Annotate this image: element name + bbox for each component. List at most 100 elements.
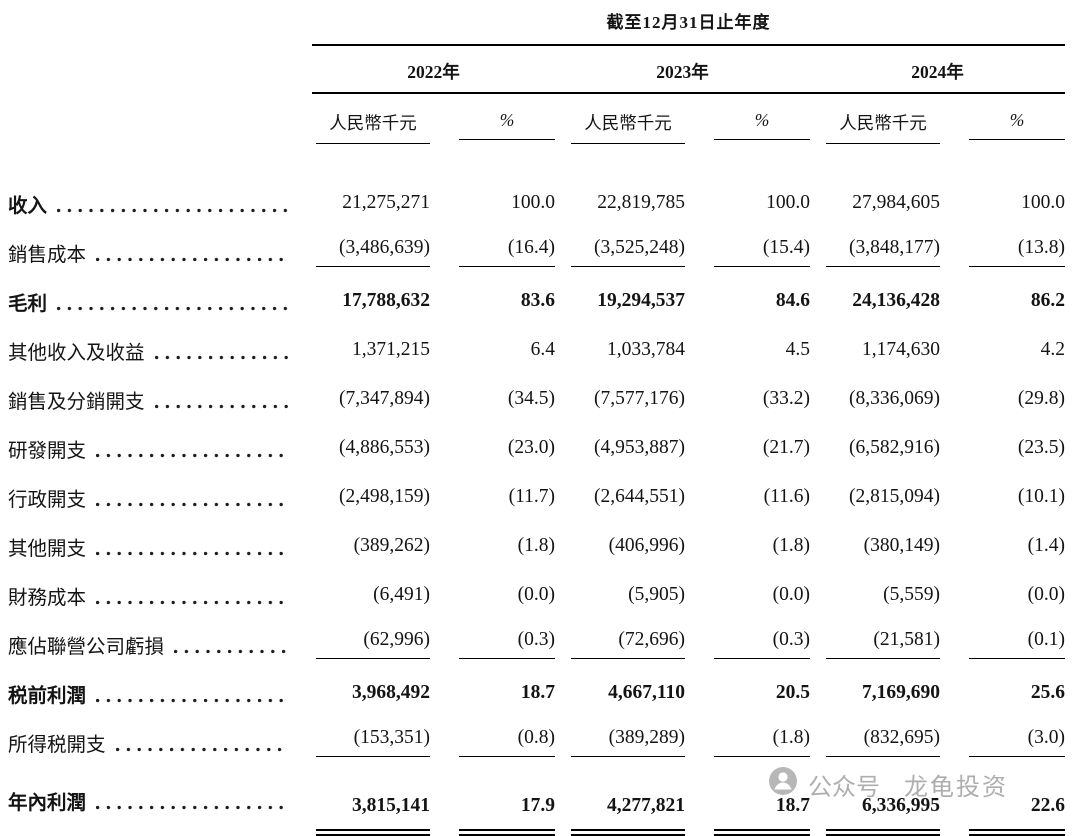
table-row: 所得税開支 (153,351) (0.8) (389,289) (1.8) (8…	[0, 717, 1080, 766]
percent-cell-2024: (1.4)	[940, 535, 1065, 557]
amount-2023: (4,953,887)	[594, 436, 685, 458]
column-subheader-row: 人民幣千元 % 人民幣千元 % 人民幣千元 %	[0, 110, 1080, 144]
amount-2024: 1,174,630	[862, 338, 940, 360]
row-label: 財務成本	[8, 587, 87, 609]
amount-cell-2022: (62,996)	[312, 629, 430, 659]
percent-cell-2022: (0.8)	[430, 727, 555, 757]
percent-cell-2023: (0.3)	[685, 629, 810, 659]
amount-2023: (3,525,248)	[571, 237, 685, 267]
amount-2024: (380,149)	[863, 534, 940, 556]
percent-2023: (11.6)	[763, 485, 810, 507]
amount-cell-2023: 19,294,537	[555, 290, 685, 312]
amount-2023: (72,696)	[571, 629, 685, 659]
table-row: 銷售及分銷開支 (7,347,894) (34.5) (7,577,176) (…	[0, 374, 1080, 423]
amount-cell-2022: 21,275,271	[312, 192, 430, 214]
dot-leader	[174, 648, 288, 654]
percent-cell-2023: (1.8)	[685, 535, 810, 557]
row-label-cell: 其他收入及收益	[0, 335, 312, 365]
percent-cell-2023: (0.0)	[685, 584, 810, 606]
amount-2022: (389,262)	[353, 534, 430, 556]
row-label-cell: 收入	[0, 188, 312, 218]
percent-2022: 17.9	[459, 795, 555, 836]
amount-cell-2024: (8,336,069)	[810, 388, 940, 410]
percent-cell-2022: 83.6	[430, 290, 555, 312]
amount-cell-2023: 22,819,785	[555, 192, 685, 214]
amount-subheader-2023: 人民幣千元	[555, 110, 685, 144]
amount-2022: (6,491)	[373, 583, 430, 605]
amount-cell-2024: 27,984,605	[810, 192, 940, 214]
row-label-cell: 其他開支	[0, 531, 312, 561]
amount-subheader-2022: 人民幣千元	[312, 110, 430, 144]
amount-cell-2023: (406,996)	[555, 535, 685, 557]
percent-2022: (1.8)	[517, 534, 555, 556]
row-label: 銷售成本	[8, 244, 87, 266]
period-header: 截至12月31日止年度	[312, 8, 1065, 46]
amount-2024: (21,581)	[826, 629, 940, 659]
percent-2023: 4.5	[785, 338, 810, 360]
percent-2024: (10.1)	[1017, 485, 1065, 507]
percent-cell-2022: (0.3)	[430, 629, 555, 659]
amount-cell-2023: (5,905)	[555, 584, 685, 606]
amount-cell-2022: (4,886,553)	[312, 437, 430, 459]
percent-2024: (3.0)	[969, 727, 1065, 757]
amount-subheader-2024: 人民幣千元	[810, 110, 940, 144]
amount-cell-2023: (389,289)	[555, 727, 685, 757]
amount-2022: (2,498,159)	[339, 485, 430, 507]
amount-2024: (8,336,069)	[849, 387, 940, 409]
amount-cell-2022: 3,815,141	[312, 795, 430, 836]
amount-cell-2024: (6,582,916)	[810, 437, 940, 459]
amount-2022: (7,347,894)	[339, 387, 430, 409]
row-label: 税前利潤	[8, 685, 87, 707]
percent-2023: (0.0)	[772, 583, 810, 605]
amount-cell-2024: (3,848,177)	[810, 237, 940, 267]
dot-leader	[115, 746, 288, 752]
dot-leader	[154, 403, 288, 409]
dot-leader	[96, 501, 288, 507]
period-header-text: 截至12月31日止年度	[606, 13, 771, 32]
amount-2022: (153,351)	[316, 727, 430, 757]
year-header-2024: 2024年	[810, 59, 1065, 94]
amount-2024: (6,582,916)	[849, 436, 940, 458]
percent-cell-2022: 18.7	[430, 682, 555, 704]
spacer-cell	[0, 8, 312, 46]
amount-cell-2023: (3,525,248)	[555, 237, 685, 267]
amount-2022: (62,996)	[316, 629, 430, 659]
amount-cell-2024: 7,169,690	[810, 682, 940, 704]
percent-2022: (34.5)	[507, 387, 555, 409]
percent-2022: 18.7	[520, 681, 555, 703]
percent-cell-2023: (11.6)	[685, 486, 810, 508]
row-label-cell: 毛利	[0, 286, 312, 316]
percent-cell-2024: (13.8)	[940, 237, 1065, 267]
percent-cell-2023: (33.2)	[685, 388, 810, 410]
amount-subheader-label: 人民幣千元	[826, 110, 940, 144]
amount-subheader-label: 人民幣千元	[316, 110, 430, 144]
amount-cell-2023: (7,577,176)	[555, 388, 685, 410]
percent-2023: 20.5	[775, 681, 810, 703]
dot-leader	[57, 207, 288, 213]
amount-cell-2024: (2,815,094)	[810, 486, 940, 508]
amount-cell-2023: (4,953,887)	[555, 437, 685, 459]
percent-cell-2024: (10.1)	[940, 486, 1065, 508]
percent-2022: 6.4	[530, 338, 555, 360]
percent-cell-2024: 100.0	[940, 192, 1065, 214]
amount-2023: 19,294,537	[597, 289, 685, 311]
percent-cell-2023: 84.6	[685, 290, 810, 312]
percent-cell-2023: (21.7)	[685, 437, 810, 459]
percent-2023: (1.8)	[714, 727, 810, 757]
row-label-cell: 税前利潤	[0, 678, 312, 708]
row-label: 應佔聯營公司虧損	[8, 636, 165, 658]
percent-cell-2024: 25.6	[940, 682, 1065, 704]
amount-2024: (2,815,094)	[849, 485, 940, 507]
amount-cell-2022: (7,347,894)	[312, 388, 430, 410]
row-label-cell: 財務成本	[0, 580, 312, 610]
amount-2022: (4,886,553)	[339, 436, 430, 458]
row-label-cell: 年內利潤	[0, 785, 312, 815]
table-row: 其他開支 (389,262) (1.8) (406,996) (1.8) (38…	[0, 521, 1080, 570]
amount-cell-2024: 1,174,630	[810, 339, 940, 361]
watermark-brand: 龙龟投资	[904, 774, 1008, 801]
row-label: 其他收入及收益	[8, 342, 145, 364]
amount-cell-2023: (72,696)	[555, 629, 685, 659]
percent-2023: (33.2)	[762, 387, 810, 409]
percent-cell-2023: 4.5	[685, 339, 810, 361]
amount-cell-2023: 4,667,110	[555, 682, 685, 704]
